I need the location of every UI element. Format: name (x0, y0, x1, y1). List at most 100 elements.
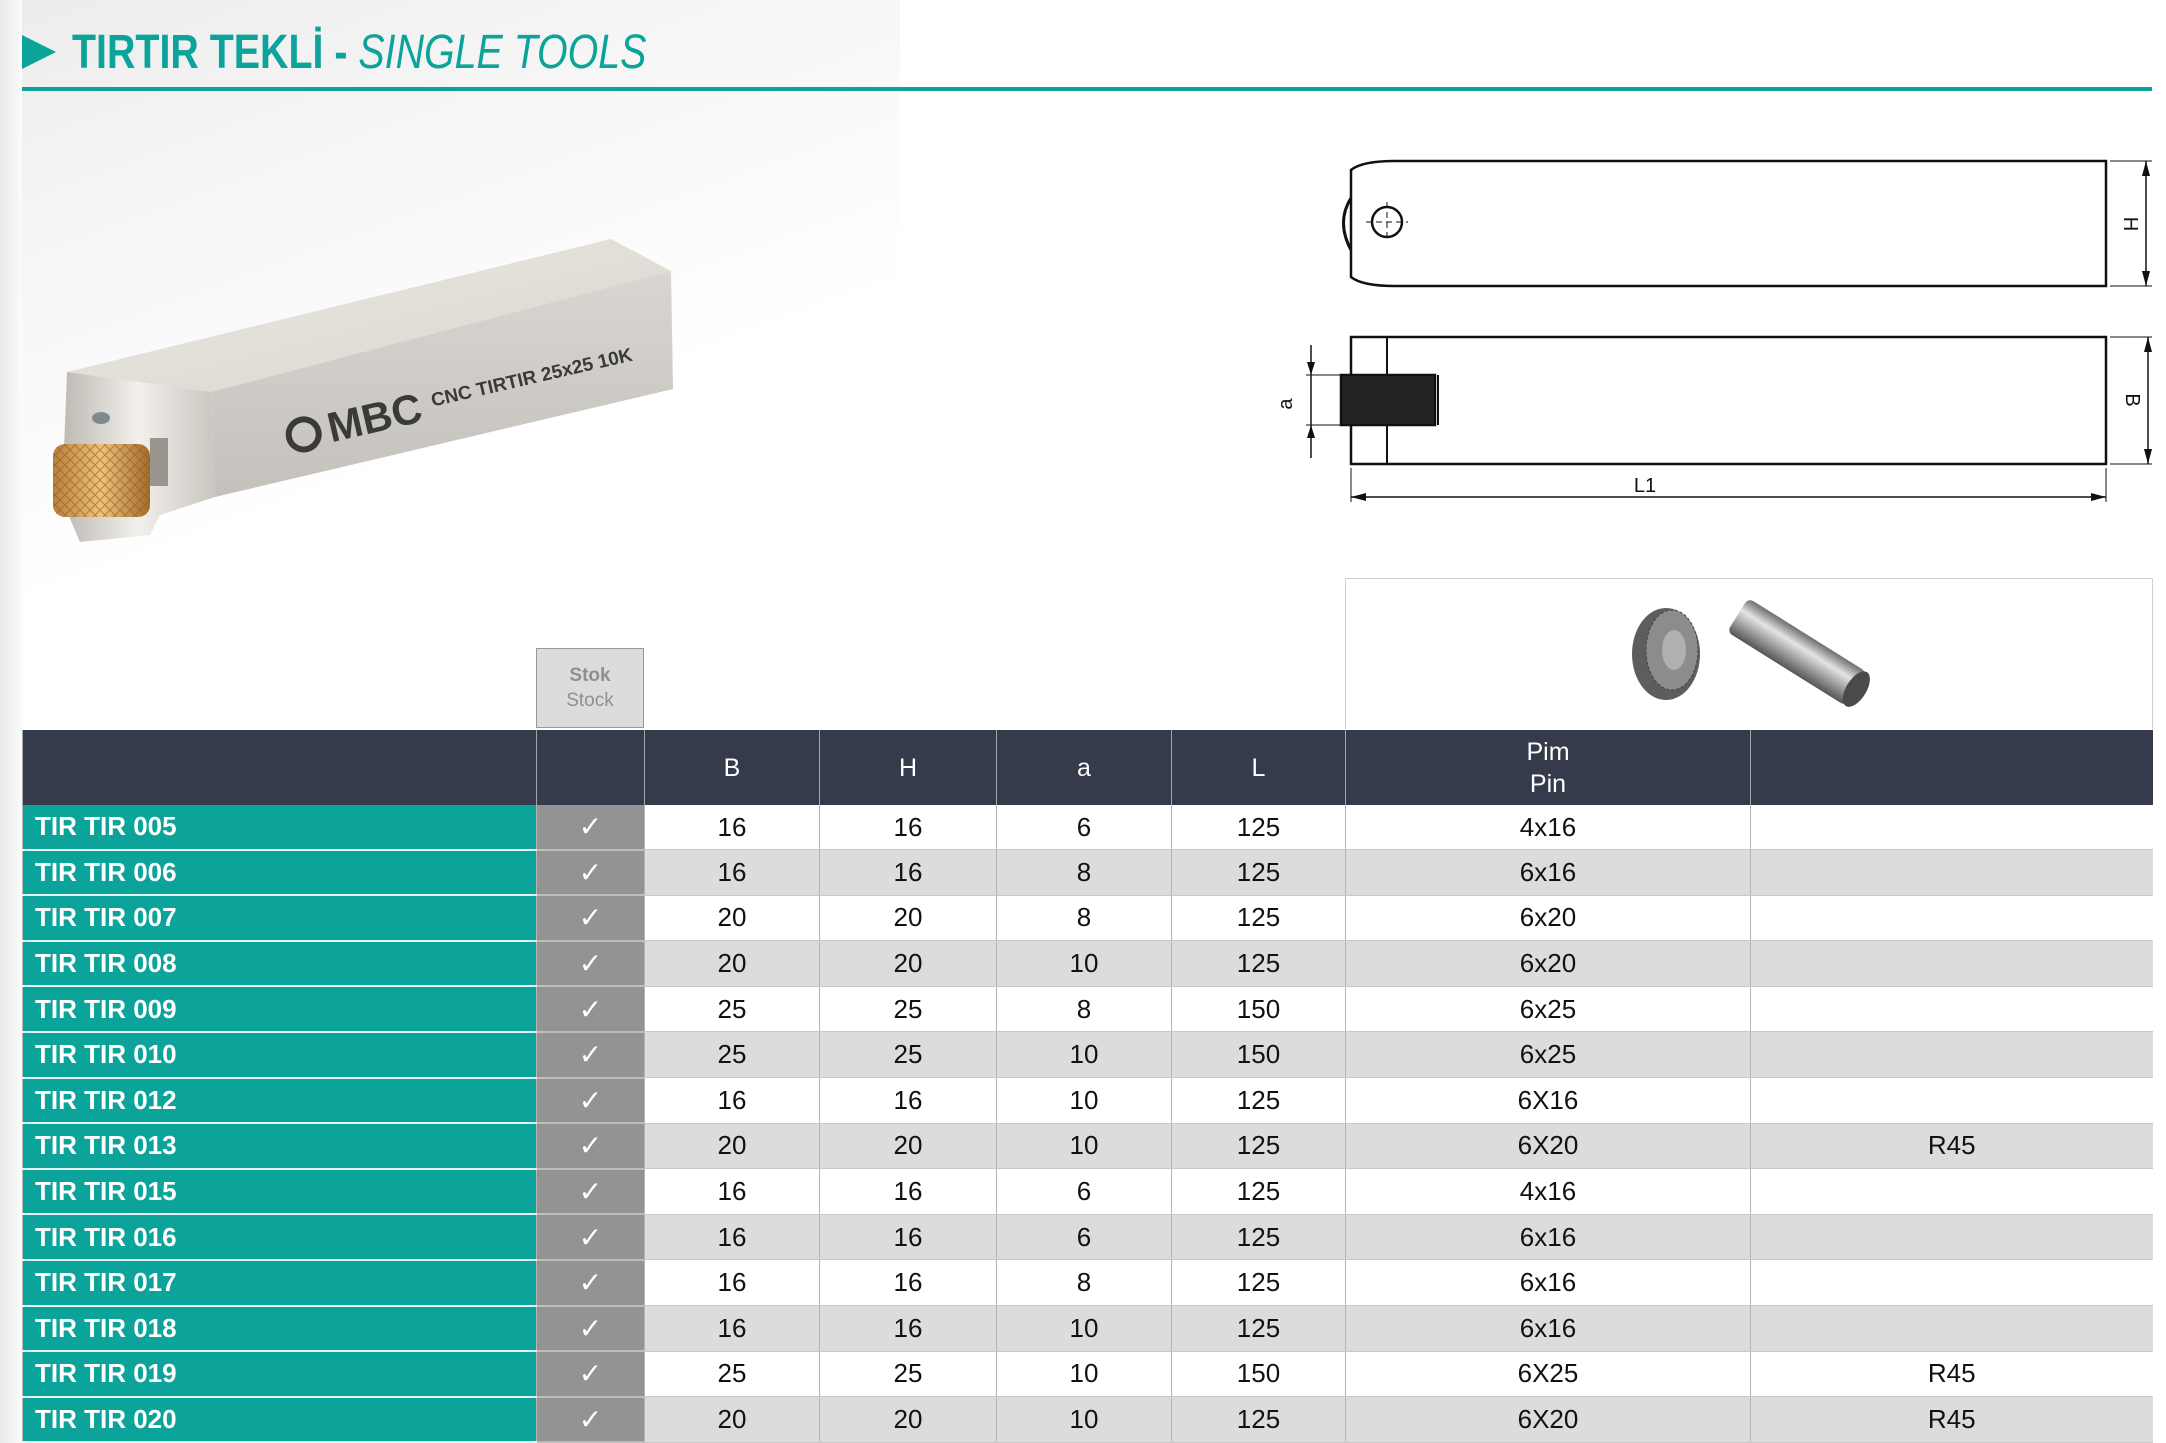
table-row: TIR TIR 017 ✓ 16 16 8 125 6x16 (22, 1259, 2153, 1307)
dim-label-a: a (1275, 398, 1297, 410)
cell-pin: 6x20 (1345, 940, 1751, 987)
cell-stock-check: ✓ (536, 1077, 645, 1125)
cell-H: 16 (819, 1259, 997, 1307)
cell-a: 6 (996, 805, 1172, 851)
cell-B: 16 (644, 849, 820, 896)
cell-extra (1750, 1305, 2153, 1352)
cell-code: TIR TIR 006 (22, 849, 537, 897)
cell-stock-check: ✓ (536, 1123, 645, 1170)
dim-label-L1: L1 (1634, 475, 1656, 497)
cell-stock-check: ✓ (536, 805, 645, 851)
cell-code: TIR TIR 016 (22, 1214, 537, 1261)
cell-L: 125 (1171, 1305, 1346, 1352)
cell-extra: R45 (1750, 1396, 2153, 1443)
cell-a: 10 (996, 1077, 1172, 1124)
cell-pin: 4x16 (1345, 1168, 1751, 1215)
header-pin-tr: Pim (1526, 737, 1570, 766)
title-turkish: TIRTIR TEKLİ - (72, 25, 359, 79)
cell-extra (1750, 1214, 2153, 1261)
cell-extra (1750, 940, 2153, 987)
cell-extra (1750, 986, 2153, 1033)
cell-H: 16 (819, 1077, 997, 1124)
cell-a: 10 (996, 940, 1172, 987)
table-row: TIR TIR 020 ✓ 20 20 10 125 6X20 R45 (22, 1396, 2153, 1443)
cell-H: 20 (819, 1123, 997, 1170)
cell-code: TIR TIR 008 (22, 940, 537, 988)
header-H: H (819, 730, 997, 805)
cell-H: 20 (819, 940, 997, 987)
cell-H: 16 (819, 1305, 997, 1352)
cell-stock-check: ✓ (536, 1351, 645, 1398)
header-B: B (644, 730, 820, 805)
cell-H: 16 (819, 1168, 997, 1215)
cell-a: 8 (996, 849, 1172, 896)
cell-pin: 6X25 (1345, 1351, 1751, 1398)
mbc-gear-logo-icon (285, 416, 322, 453)
cell-a: 8 (996, 986, 1172, 1033)
cell-code: TIR TIR 007 (22, 895, 537, 942)
dim-label-H: H (2119, 217, 2141, 231)
cell-B: 25 (644, 986, 820, 1033)
table-row: TIR TIR 013 ✓ 20 20 10 125 6X20 R45 (22, 1123, 2153, 1170)
cell-L: 125 (1171, 849, 1346, 896)
cell-extra: R45 (1750, 1123, 2153, 1170)
cell-L: 125 (1171, 805, 1346, 851)
table-row: TIR TIR 005 ✓ 16 16 6 125 4x16 (22, 805, 2153, 851)
cell-code: TIR TIR 012 (22, 1077, 537, 1125)
cell-H: 16 (819, 1214, 997, 1261)
cell-B: 20 (644, 1123, 820, 1170)
play-triangle-icon (22, 35, 56, 69)
cell-code: TIR TIR 017 (22, 1259, 537, 1307)
cell-L: 125 (1171, 940, 1346, 987)
header-extra (1750, 730, 2153, 805)
page-title: TIRTIR TEKLİ - SINGLE TOOLS (22, 22, 773, 82)
cell-H: 16 (819, 849, 997, 896)
table-row: TIR TIR 018 ✓ 16 16 10 125 6x16 (22, 1305, 2153, 1353)
header-a: a (996, 730, 1172, 805)
cell-pin: 6x16 (1345, 1259, 1751, 1307)
cell-stock-check: ✓ (536, 1259, 645, 1307)
cell-L: 125 (1171, 1214, 1346, 1261)
cell-extra (1750, 1031, 2153, 1079)
cell-L: 125 (1171, 1168, 1346, 1215)
cell-stock-check: ✓ (536, 895, 645, 942)
cell-L: 150 (1171, 1031, 1346, 1079)
cell-code: TIR TIR 009 (22, 986, 537, 1033)
table-row: TIR TIR 009 ✓ 25 25 8 150 6x25 (22, 986, 2153, 1033)
cell-stock-check: ✓ (536, 1305, 645, 1353)
header-pin: Pim Pin (1345, 730, 1751, 805)
cell-extra (1750, 805, 2153, 851)
cell-a: 10 (996, 1396, 1172, 1443)
stock-column-label: Stok Stock (536, 648, 644, 728)
table-row: TIR TIR 015 ✓ 16 16 6 125 4x16 (22, 1168, 2153, 1216)
cell-L: 150 (1171, 1351, 1346, 1398)
table-row: TIR TIR 008 ✓ 20 20 10 125 6x20 (22, 940, 2153, 988)
cell-L: 125 (1171, 1077, 1346, 1124)
table-row: TIR TIR 010 ✓ 25 25 10 150 6x25 (22, 1031, 2153, 1079)
header-L: L (1171, 730, 1346, 805)
table-row: TIR TIR 007 ✓ 20 20 8 125 6x20 (22, 895, 2153, 942)
cell-B: 16 (644, 1168, 820, 1215)
background-strip (0, 0, 22, 1443)
cell-stock-check: ✓ (536, 1396, 645, 1443)
product-table: B H a L Pim Pin TIR TIR 005 ✓ 16 16 6 125 4x16 T… (22, 730, 2153, 1443)
header-stock (536, 730, 645, 805)
cell-code: TIR TIR 015 (22, 1168, 537, 1216)
cell-pin: 6X20 (1345, 1123, 1751, 1170)
cell-a: 10 (996, 1123, 1172, 1170)
cell-L: 150 (1171, 986, 1346, 1033)
cell-B: 16 (644, 1077, 820, 1124)
title-english: SINGLE TOOLS (358, 25, 647, 79)
cell-code: TIR TIR 018 (22, 1305, 537, 1353)
cell-pin: 6x16 (1345, 1305, 1751, 1352)
cell-a: 6 (996, 1214, 1172, 1261)
cell-stock-check: ✓ (536, 1031, 645, 1079)
cell-stock-check: ✓ (536, 986, 645, 1033)
cell-a: 8 (996, 1259, 1172, 1307)
cell-a: 10 (996, 1351, 1172, 1398)
cell-H: 25 (819, 1031, 997, 1079)
cell-pin: 6x20 (1345, 895, 1751, 942)
cell-extra: R45 (1750, 1351, 2153, 1398)
stock-label-tr: Stok (569, 665, 611, 686)
